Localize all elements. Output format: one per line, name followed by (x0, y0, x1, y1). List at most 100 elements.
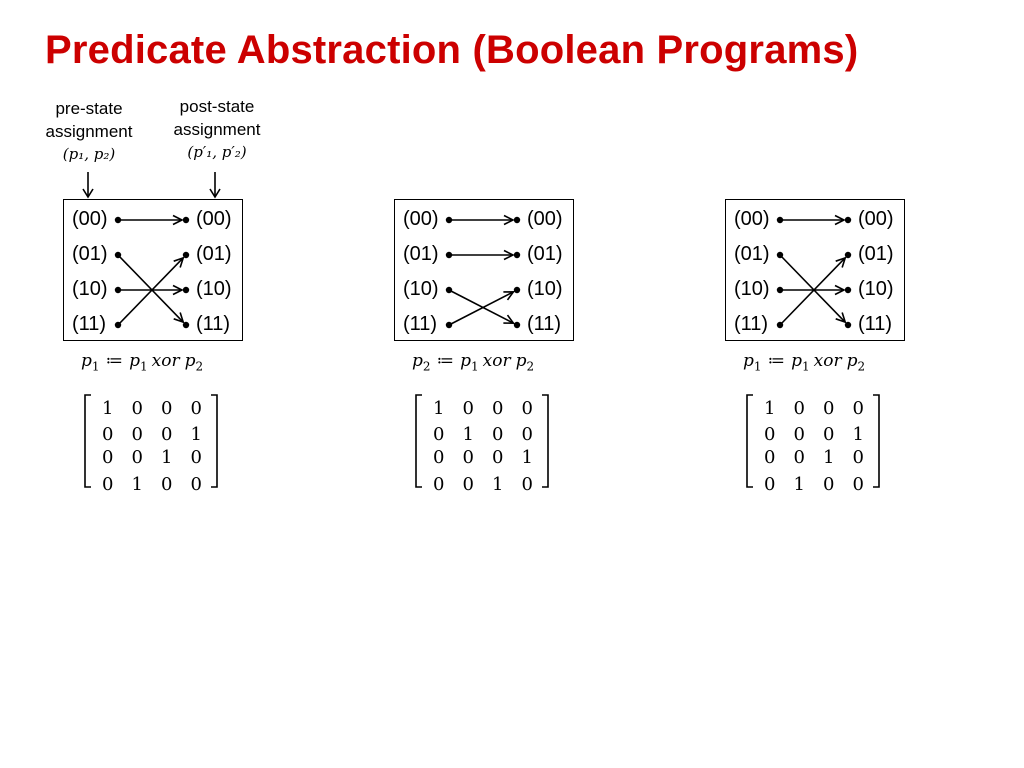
post-state-variables: (p′₁, p′₂) (187, 143, 247, 161)
matrix-cell-r2c0: 0 (433, 447, 445, 468)
matrix-cell-r0c1: 0 (462, 397, 474, 419)
post-state-3: (11) (858, 313, 893, 335)
matrix-cell-r0c0: 1 (433, 397, 445, 419)
matrix-cell-r0c0: 1 (102, 397, 114, 419)
transition-10-to-10 (114, 284, 190, 296)
target-dot (182, 251, 190, 259)
matrix-cell-r3c1: 1 (793, 473, 805, 495)
transition-01-to-11 (114, 251, 190, 329)
pre-state-down-arrow (82, 172, 94, 199)
transition-arrows (776, 214, 852, 329)
state-box: (00) (00) (01) (01) (10) (10) (11) (11) (725, 199, 905, 341)
target-dot (513, 251, 521, 259)
pre-state-0: (00) (72, 208, 108, 230)
pre-state-variables: (p₁, p₂) (62, 145, 116, 163)
matrix-cell-r0c2: 0 (161, 397, 173, 419)
post-state-1: (01) (196, 243, 232, 265)
matrix-right-bracket (873, 394, 880, 488)
formula-a: p (460, 351, 471, 371)
transition-10-to-10 (776, 284, 852, 296)
target-dot (182, 286, 190, 294)
pre-state-2: (10) (72, 278, 108, 300)
transition-00-to-00 (776, 214, 852, 226)
assignment-formula: p1 ≔ p1 xor p2 (743, 351, 865, 373)
matrix-cell-r2c1: 0 (462, 447, 474, 468)
formula-mid: xor (813, 351, 842, 371)
formula-mid: xor (482, 351, 511, 371)
assignment-formula: p1 ≔ p1 xor p2 (81, 351, 203, 373)
arrow-line (117, 254, 184, 323)
matrix-cell-r2c3: 1 (521, 447, 533, 468)
formula-op: ≔ (767, 351, 786, 371)
post-state-label-line2: assignment (173, 120, 261, 139)
post-state-3: (11) (527, 313, 562, 335)
matrix-cell-r2c3: 0 (190, 447, 202, 468)
formula-a: p (129, 351, 140, 371)
matrix-cell-r3c2: 1 (492, 473, 504, 495)
formula-lhs: p (81, 351, 92, 371)
target-dot (844, 321, 852, 329)
target-dot (844, 216, 852, 224)
arrow-line (448, 289, 514, 324)
formula-b: p (846, 351, 858, 371)
matrix-cell-r3c1: 1 (131, 473, 143, 495)
post-state-0: (00) (196, 208, 232, 230)
formula-mid: xor (151, 351, 180, 371)
matrix-cell-r2c0: 0 (764, 447, 776, 468)
post-state-label-line1: post-state (179, 97, 255, 116)
matrix-cell-r3c3: 0 (521, 473, 533, 495)
formula-a-subscript: 1 (140, 359, 148, 374)
matrix-cell-r1c0: 0 (433, 424, 445, 445)
matrix-cell-r1c3: 1 (190, 424, 202, 445)
matrix-cell-r0c3: 0 (190, 397, 202, 419)
matrix-left-bracket (84, 394, 91, 488)
matrix-cell-r2c0: 0 (102, 447, 114, 468)
target-dot (844, 286, 852, 294)
matrix-cell-r0c3: 0 (521, 397, 533, 419)
pre-state-3: (11) (72, 313, 107, 335)
pre-state-3: (11) (734, 313, 769, 335)
matrix-cell-r1c1: 0 (131, 424, 143, 445)
matrix-cell-r3c0: 0 (102, 473, 114, 495)
transition-arrows (445, 214, 521, 329)
arrow-head (503, 214, 515, 226)
target-dot (182, 216, 190, 224)
matrix-cell-r2c3: 0 (852, 447, 864, 468)
matrix-right-bracket (211, 394, 218, 488)
pre-state-label: pre-state assignment (p₁, p₂) (30, 97, 148, 166)
arrow-line (779, 257, 846, 326)
matrix-cell-r0c0: 1 (764, 397, 776, 419)
pre-state-label-line2: assignment (45, 122, 133, 141)
post-state-0: (00) (858, 208, 894, 230)
matrix-left-bracket (746, 394, 753, 488)
post-state-3: (11) (196, 313, 231, 335)
arrow-head (503, 314, 516, 324)
formula-lhs: p (412, 351, 423, 371)
matrix-left-bracket (415, 394, 422, 488)
formula-b-subscript: 2 (526, 359, 535, 374)
matrix-cell-r3c2: 0 (823, 473, 835, 495)
matrix-cell-r3c0: 0 (764, 473, 776, 495)
transition-01-to-01 (445, 249, 521, 261)
pre-state-3: (11) (403, 313, 438, 335)
state-box: (00) (00) (01) (01) (10) (10) (11) (11) (394, 199, 574, 341)
formula-op: ≔ (436, 351, 455, 371)
arrow-head (172, 284, 184, 296)
pre-state-2: (10) (734, 278, 770, 300)
matrix-cell-r3c1: 0 (462, 473, 474, 495)
arrow-line (448, 291, 514, 326)
matrix-cell-r2c1: 0 (131, 447, 143, 468)
post-state-2: (10) (196, 278, 232, 300)
formula-a-subscript: 1 (471, 359, 479, 374)
arrow-line (117, 257, 184, 326)
matrix-cell-r0c1: 0 (793, 397, 805, 419)
target-dot (513, 216, 521, 224)
matrix-cell-r3c0: 0 (433, 473, 445, 495)
pre-state-2: (10) (403, 278, 439, 300)
matrix-cell-r2c1: 0 (793, 447, 805, 468)
